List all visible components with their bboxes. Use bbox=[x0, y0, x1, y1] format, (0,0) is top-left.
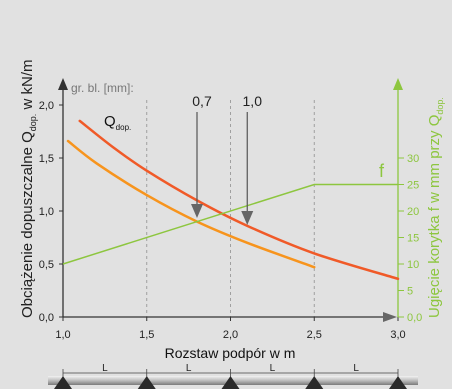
y-axis-title: Obciążenie dopuszczalne Qdop. w kN/m bbox=[19, 60, 38, 318]
y2-tick-label: 20 bbox=[407, 206, 419, 218]
y-axis-title-unit: w kN/m bbox=[19, 60, 36, 111]
y-axis-title-main: Obciążenie dopuszczalne Q bbox=[19, 131, 36, 318]
marker-arrowhead bbox=[241, 211, 254, 225]
x-axis-arrow bbox=[383, 312, 397, 322]
beam-support-icon bbox=[389, 376, 407, 389]
span-label: L bbox=[353, 363, 359, 374]
y2-tick-label: 10 bbox=[407, 259, 419, 271]
x-tick-label: 3,0 bbox=[390, 329, 405, 341]
marker-label: 1,0 bbox=[243, 93, 263, 109]
span-label: L bbox=[102, 363, 108, 374]
marker-label: 0,7 bbox=[192, 93, 212, 109]
beam-support-icon bbox=[221, 376, 240, 389]
q-label-sub: dop. bbox=[116, 123, 132, 132]
y-axis-arrow bbox=[58, 78, 68, 90]
y-tick-label: 1,5 bbox=[39, 153, 54, 165]
y2-tick-label: 15 bbox=[407, 233, 419, 245]
beam-support-icon bbox=[54, 376, 72, 389]
gr-bl-label: gr. bl. [mm]: bbox=[71, 81, 134, 95]
y-tick-label: 0,0 bbox=[39, 312, 54, 324]
x-tick-label: 2,5 bbox=[307, 329, 322, 341]
y2-axis-title: Ugięcie korytka f w mm przy Qdop. bbox=[426, 97, 445, 318]
y2-axis-arrow bbox=[393, 78, 403, 90]
f-label: f bbox=[379, 161, 385, 181]
y2-tick-label: 25 bbox=[407, 180, 419, 192]
y2-tick-label: 5 bbox=[407, 286, 413, 298]
marker-arrowhead bbox=[191, 204, 203, 218]
grid-layer bbox=[146, 100, 399, 317]
x-axis-title: Rozstaw podpór w m bbox=[165, 345, 296, 361]
y-tick-label: 1,0 bbox=[39, 206, 54, 218]
beam-support-icon bbox=[137, 376, 156, 389]
beam-support-icon bbox=[305, 376, 324, 389]
series-line-0-7 bbox=[66, 139, 316, 269]
series-line-f bbox=[62, 183, 398, 265]
x-tick-label: 2,0 bbox=[223, 329, 238, 341]
series-line-1-0 bbox=[78, 119, 400, 281]
q-label-main: Q bbox=[104, 113, 116, 130]
q-dop-label: Qdop. bbox=[104, 113, 131, 132]
markers-layer: 0,7 1,0 bbox=[191, 93, 262, 225]
y-tick-label: 2,0 bbox=[39, 100, 54, 112]
y-tick-label: 0,5 bbox=[39, 259, 54, 271]
y2-axis-title-sub: dop. bbox=[435, 97, 445, 115]
x-tick-label: 1,0 bbox=[55, 329, 70, 341]
ticks-layer: 1,0 1,5 2,0 2,5 3,00,00,51,01,52,00,05101520… bbox=[39, 100, 423, 341]
y2-tick-label: 30 bbox=[407, 153, 419, 165]
y-axis-title-sub: dop. bbox=[28, 114, 38, 132]
span-label: L bbox=[186, 363, 192, 374]
y2-axis-title-main: Ugięcie korytka f w mm przy Q bbox=[426, 115, 443, 318]
series-layer bbox=[62, 119, 400, 281]
y2-tick-label: 0,0 bbox=[407, 312, 422, 324]
x-tick-label: 1,5 bbox=[139, 329, 154, 341]
span-label: L bbox=[270, 363, 276, 374]
